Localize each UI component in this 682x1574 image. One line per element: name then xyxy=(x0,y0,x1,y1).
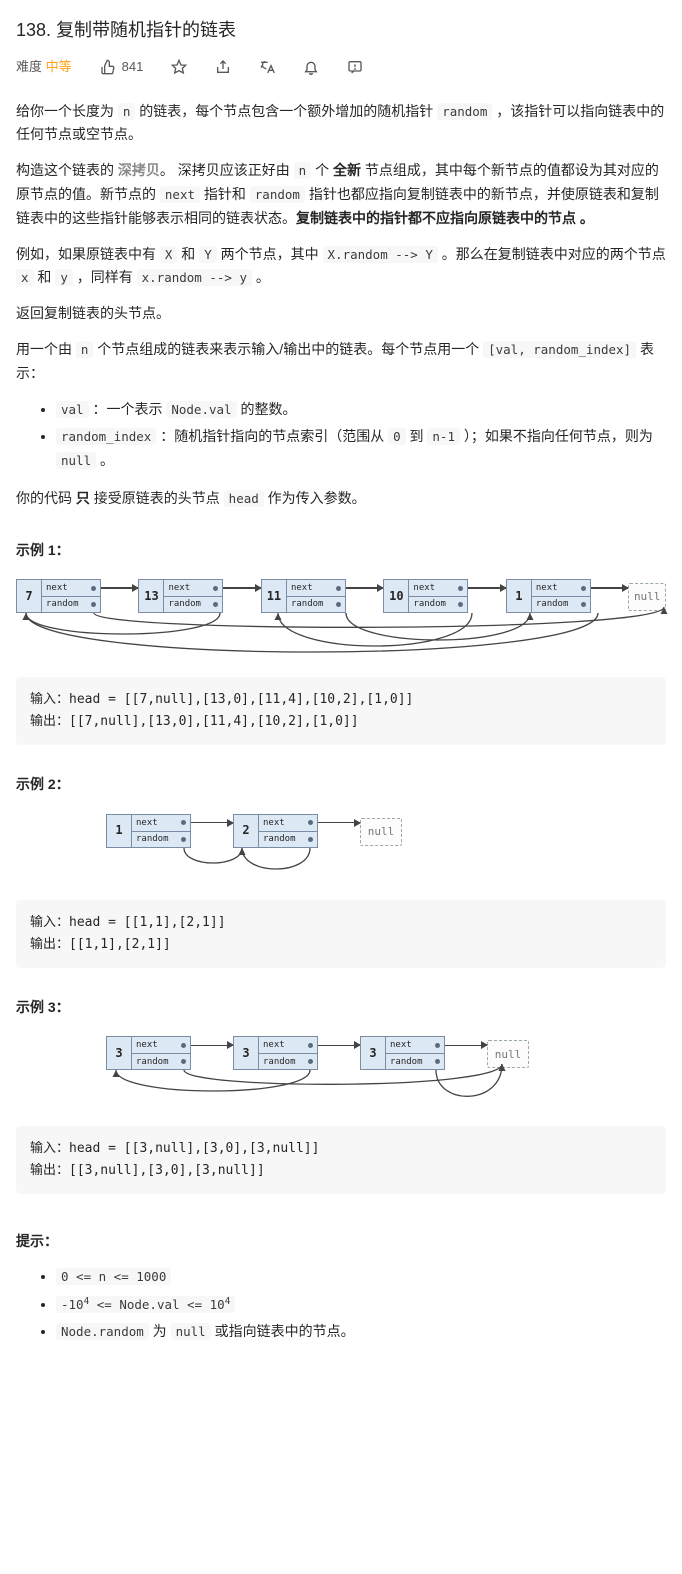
thumbs-up-icon xyxy=(100,59,116,75)
constraints-head: 提示： xyxy=(16,1230,666,1252)
list-item: val ：一个表示 Node.val 的整数。 xyxy=(56,398,666,422)
difficulty: 难度 中等 xyxy=(16,57,72,78)
paragraph: 你的代码 只 接受原链表的头节点 head 作为传入参数。 xyxy=(16,487,666,511)
problem-number: 138. xyxy=(16,20,51,40)
paragraph: 用一个由 n 个节点组成的链表来表示输入/输出中的链表。每个节点用一个 [val… xyxy=(16,338,666,386)
definition-list: val ：一个表示 Node.val 的整数。 random_index ：随机… xyxy=(16,398,666,473)
example-1-io: 输入：head = [[7,null],[13,0],[11,4],[10,2]… xyxy=(16,677,666,745)
paragraph: 返回复制链表的头节点。 xyxy=(16,302,666,326)
example-2-io: 输入：head = [[1,1],[2,1]] 输出：[[1,1],[2,1]] xyxy=(16,900,666,968)
code-inline: random xyxy=(250,186,305,203)
code-inline: n xyxy=(294,162,312,179)
paragraph: 构造这个链表的 深拷贝。 深拷贝应该正好由 n 个 全新 节点组成，其中每个新节… xyxy=(16,159,666,230)
example-2-head: 示例 2： xyxy=(16,773,666,795)
diagram-ex1: 7nextrandom13nextrandom11nextrandom10nex… xyxy=(16,579,666,663)
constraints-list: 0 <= n <= 1000 -104 <= Node.val <= 104 N… xyxy=(16,1265,666,1344)
difficulty-label: 难度 xyxy=(16,59,42,74)
paragraph: 例如，如果原链表中有 X 和 Y 两个节点，其中 X.random --> Y … xyxy=(16,243,666,291)
problem-content: 给你一个长度为 n 的链表，每个节点包含一个额外增加的随机指针 random ，… xyxy=(16,100,666,1345)
list-item: random_index ：随机指针指向的节点索引（范围从 0 到 n-1 ）；… xyxy=(56,425,666,473)
bell-icon[interactable] xyxy=(303,59,319,75)
meta-row: 难度 中等 841 xyxy=(16,57,666,78)
star-icon[interactable] xyxy=(171,59,187,75)
example-1-head: 示例 1： xyxy=(16,539,666,561)
paragraph: 给你一个长度为 n 的链表，每个节点包含一个额外增加的随机指针 random ，… xyxy=(16,100,666,148)
translate-icon[interactable] xyxy=(259,59,275,75)
share-icon[interactable] xyxy=(215,59,231,75)
likes-count: 841 xyxy=(122,57,144,78)
list-item: 0 <= n <= 1000 xyxy=(56,1265,666,1289)
difficulty-value: 中等 xyxy=(46,59,72,74)
example-3-io: 输入：head = [[3,null],[3,0],[3,null]] 输出：[… xyxy=(16,1126,666,1194)
list-item: Node.random 为 null 或指向链表中的节点。 xyxy=(56,1320,666,1344)
code-inline: random xyxy=(437,103,492,120)
likes-button[interactable]: 841 xyxy=(100,57,144,78)
problem-name: 复制带随机指针的链表 xyxy=(56,20,236,40)
list-item: -104 <= Node.val <= 104 xyxy=(56,1293,666,1317)
example-3-head: 示例 3： xyxy=(16,996,666,1018)
code-inline: next xyxy=(160,186,200,203)
feedback-icon[interactable] xyxy=(347,59,363,75)
diagram-ex3: 3nextrandom3nextrandom3nextrandomnull xyxy=(16,1036,666,1112)
diagram-ex2: 1nextrandom2nextrandomnull xyxy=(16,814,666,886)
code-inline: n xyxy=(118,103,136,120)
link-deepcopy[interactable]: 深拷贝 xyxy=(118,162,160,178)
problem-title: 138. 复制带随机指针的链表 xyxy=(16,16,666,45)
